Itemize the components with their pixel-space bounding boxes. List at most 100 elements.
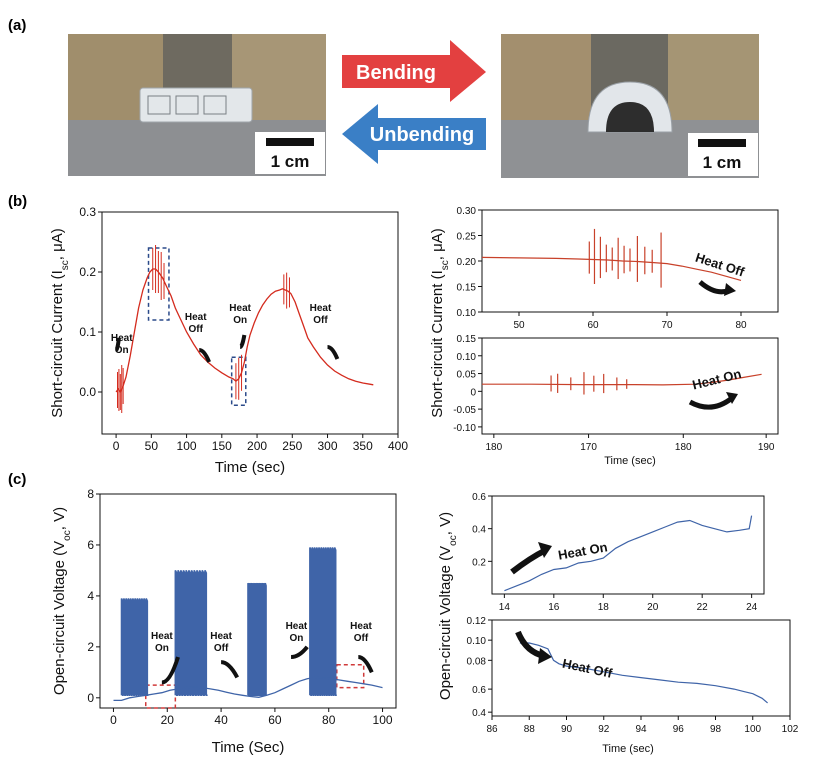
heat-on-label-b: Heat On bbox=[691, 366, 743, 393]
y-tick-label: 0.30 bbox=[457, 206, 477, 217]
y-tick-label: -0.10 bbox=[453, 423, 476, 434]
x-tick-label: 88 bbox=[524, 724, 536, 735]
panel-label-b: (b) bbox=[8, 193, 27, 210]
y-tick-label: -0.05 bbox=[453, 405, 476, 416]
x-tick-label: 20 bbox=[647, 602, 659, 613]
x-tick-label: 102 bbox=[782, 724, 799, 735]
heat-annotation-c-2-line1: Heat bbox=[210, 631, 232, 642]
heat-annotation-b-4-line1: Heat bbox=[310, 303, 332, 314]
x-tick-label: 170 bbox=[580, 442, 597, 453]
y-axis-title-sub: oc bbox=[62, 530, 73, 541]
chart-voltage-zoom-heat-on: 14 16 18 20 22 240.20.40.6 Heat On bbox=[472, 492, 765, 613]
y-tick-label: 8 bbox=[87, 487, 94, 501]
y-tick-label: 4 bbox=[87, 589, 94, 603]
voltage-zoom-off-line bbox=[519, 642, 768, 704]
y-axis-title-part: Open-circuit Voltage (V bbox=[51, 541, 68, 695]
y-tick-label: 6 bbox=[87, 538, 94, 552]
y-tick-label: 0.15 bbox=[457, 334, 477, 345]
heat-off-label-c: Heat Off bbox=[561, 656, 614, 681]
highlight-box-1 bbox=[147, 247, 170, 321]
y-axis-title-c-zoom: Open-circuit Voltage (Voc, V) bbox=[437, 512, 459, 700]
x-tick-label: 200 bbox=[247, 439, 267, 453]
x-tick-label: 100 bbox=[373, 713, 393, 727]
x-tick-label: 180 bbox=[675, 442, 692, 453]
heat-annotation-b-2-line2: Off bbox=[189, 324, 204, 335]
x-tick-label: 100 bbox=[744, 724, 761, 735]
x-tick-label: 0 bbox=[113, 439, 120, 453]
y-tick-label: 0.08 bbox=[467, 656, 487, 667]
y-tick-label: 0.10 bbox=[457, 308, 477, 319]
chart-current-zoom-heat-off: 50 60 70 80 0.10 0.15 0.20 0.25 0.30 Heat Off bbox=[457, 206, 779, 331]
y-axis-title-c: Open-circuit Voltage (Voc, V) bbox=[51, 507, 73, 695]
heat-arrow-b-2 bbox=[198, 348, 211, 363]
x-tick-label: 80 bbox=[735, 320, 747, 331]
unbending-label: Unbending bbox=[370, 124, 474, 146]
arrow-heat-on-b bbox=[688, 395, 734, 410]
x-axis-title-c: Time (Sec) bbox=[212, 739, 285, 756]
y-tick-label: 0.6 bbox=[472, 492, 486, 503]
y-tick-label: 0.4 bbox=[472, 708, 486, 719]
y-tick-label: 0.10 bbox=[467, 636, 487, 647]
heat-arrow-c-2 bbox=[220, 660, 240, 679]
x-tick-label: 16 bbox=[548, 602, 560, 613]
y-axis-title-part: Short-circuit Current (I bbox=[49, 270, 66, 418]
x-tick-label: 98 bbox=[710, 724, 722, 735]
x-tick-label: 18 bbox=[598, 602, 610, 613]
x-tick-label: 60 bbox=[587, 320, 599, 331]
heat-arrow-c-3 bbox=[290, 645, 309, 660]
y-axis-title-end: , V) bbox=[51, 507, 68, 530]
y-axis-title-end: , μA) bbox=[49, 228, 66, 260]
x-tick-label: 190 bbox=[758, 442, 775, 453]
voltage-burst-2 bbox=[174, 570, 208, 697]
heat-annotation-b-2-line1: Heat bbox=[185, 312, 207, 323]
heat-off-label-b: Heat Off bbox=[694, 250, 747, 280]
panel-label-a: (a) bbox=[8, 17, 26, 34]
y-tick-label: 0.3 bbox=[79, 205, 96, 219]
scale-bar-label-right: 1 cm bbox=[703, 153, 742, 172]
heat-annotation-b-3-line2: On bbox=[233, 315, 247, 326]
voltage-baseline-line bbox=[113, 676, 383, 702]
x-tick-label: 300 bbox=[318, 439, 338, 453]
x-tick-label: 22 bbox=[697, 602, 709, 613]
panel-label-c: (c) bbox=[8, 471, 26, 488]
voltage-burst-1 bbox=[120, 598, 149, 697]
x-tick-label: 80 bbox=[322, 713, 336, 727]
heat-annotation-b-3-line1: Heat bbox=[229, 303, 251, 314]
y-tick-label: 2 bbox=[87, 640, 94, 654]
x-axis-title-b-zoom: Time (sec) bbox=[604, 455, 656, 467]
heat-annotation-b-1-line2: On bbox=[115, 345, 129, 356]
x-tick-label: 14 bbox=[499, 602, 511, 613]
voltage-zoom-on-line bbox=[504, 515, 753, 592]
x-tick-label: 50 bbox=[145, 439, 159, 453]
y-tick-label: 0.10 bbox=[457, 352, 477, 363]
y-axis-title-sub: sc bbox=[60, 260, 71, 270]
current-zoom-on-line bbox=[482, 373, 762, 386]
heat-annotation-c-1-line1: Heat bbox=[151, 631, 173, 642]
y-tick-label: 0.05 bbox=[457, 370, 477, 381]
x-tick-label: 90 bbox=[561, 724, 573, 735]
chart-voltage-zoom-heat-off: 86 88 90 92 94 96 98 100 102 0.12 0.10 0.08 0.6 0.4 H… bbox=[467, 616, 799, 755]
heat-annotation-c-3-line2: On bbox=[289, 633, 303, 644]
y-axis-title-b: Short-circuit Current (Isc, μA) bbox=[49, 228, 71, 418]
scale-bar-label-left: 1 cm bbox=[271, 152, 310, 171]
photo-bent: 1 cm bbox=[501, 34, 759, 178]
x-tick-label: 40 bbox=[214, 713, 228, 727]
x-tick-label: 400 bbox=[388, 439, 408, 453]
highlight-box-c-1 bbox=[144, 684, 177, 709]
y-tick-label: 0 bbox=[470, 387, 476, 398]
y-tick-label: 0.20 bbox=[457, 257, 477, 268]
bending-arrow: Bending bbox=[342, 40, 486, 102]
x-tick-label: 100 bbox=[177, 439, 197, 453]
chart-current-zoom-heat-on: 180 170 180 190 -0.10 -0.05 0 0.05 0.10 0.15 Heat… bbox=[453, 334, 779, 467]
heat-annotation-b-4-line2: Off bbox=[313, 315, 328, 326]
heat-arrow-c-4 bbox=[358, 655, 374, 674]
x-axis-title-b: Time (sec) bbox=[215, 459, 285, 476]
voltage-burst-4 bbox=[309, 547, 337, 697]
y-tick-label: 0.2 bbox=[472, 557, 486, 568]
heat-annotation-c-4-line2: Off bbox=[354, 633, 369, 644]
y-tick-label: 0.1 bbox=[79, 325, 96, 339]
heat-annotation-c-4-line1: Heat bbox=[350, 621, 372, 632]
x-tick-label: 150 bbox=[212, 439, 232, 453]
